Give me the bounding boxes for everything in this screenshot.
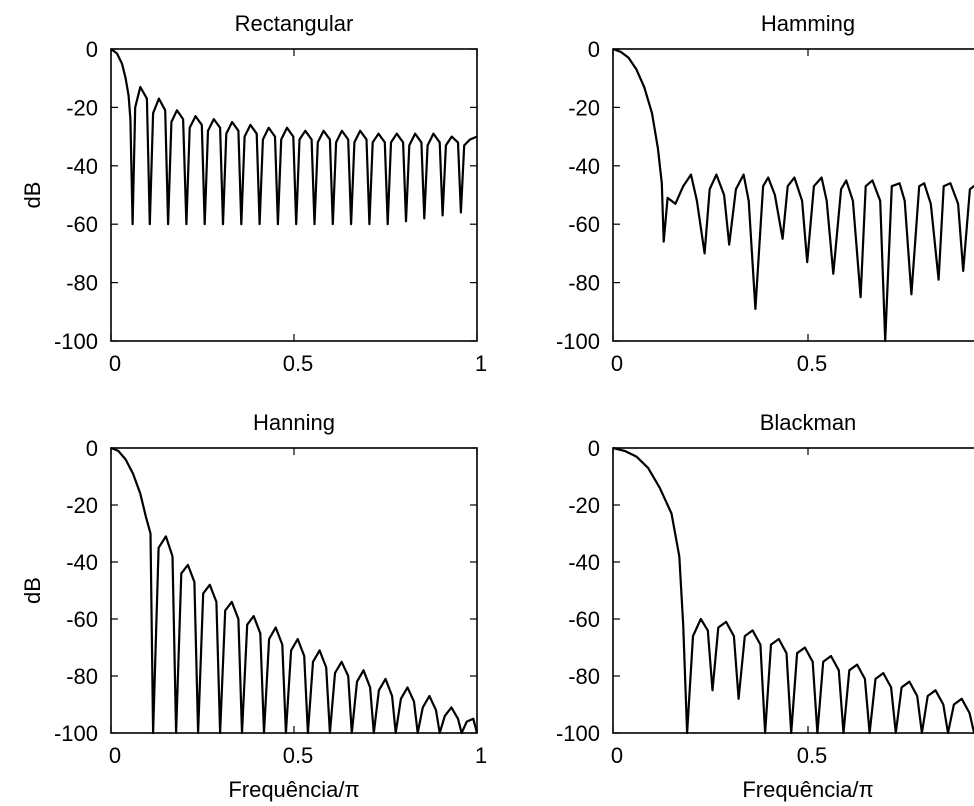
y-tick-label: -100 bbox=[556, 329, 600, 354]
x-tick-label: 0 bbox=[611, 743, 623, 768]
y-tick-label: -80 bbox=[66, 664, 98, 689]
x-tick-label: 0 bbox=[611, 351, 623, 376]
subplot-title: Hanning bbox=[253, 410, 335, 435]
y-tick-label: -60 bbox=[66, 607, 98, 632]
y-tick-label: -40 bbox=[66, 550, 98, 575]
y-tick-label: -20 bbox=[66, 493, 98, 518]
x-axis-label: Frequência/π bbox=[228, 777, 359, 802]
y-tick-label: -40 bbox=[568, 550, 600, 575]
y-tick-label: -80 bbox=[568, 664, 600, 689]
x-tick-label: 0.5 bbox=[797, 743, 828, 768]
y-tick-label: -20 bbox=[66, 95, 98, 120]
y-tick-label: -60 bbox=[568, 607, 600, 632]
y-tick-label: -40 bbox=[66, 154, 98, 179]
plot-frame bbox=[110, 48, 478, 342]
subplot-title: Blackman bbox=[760, 410, 857, 435]
y-tick-label: -20 bbox=[568, 493, 600, 518]
y-axis-label: dB bbox=[20, 577, 45, 604]
x-tick-label: 0 bbox=[109, 743, 121, 768]
x-tick-label: 0.5 bbox=[283, 351, 314, 376]
subplot-blackman: 0 -20 -40 -60 -80 -100 0 0.5 Blackman Frequência/… bbox=[556, 410, 974, 802]
subplot-title: Rectangular bbox=[235, 11, 354, 36]
series-line bbox=[612, 446, 974, 735]
series-line bbox=[612, 47, 974, 343]
x-tick-label: 1 bbox=[475, 743, 487, 768]
y-tick-label: 0 bbox=[86, 436, 98, 461]
y-tick-label: -100 bbox=[54, 721, 98, 746]
x-tick-label: 0.5 bbox=[797, 351, 828, 376]
y-tick-label: 0 bbox=[86, 37, 98, 62]
y-tick-label: -100 bbox=[54, 329, 98, 354]
plot-frame bbox=[110, 447, 478, 734]
x-axis-label: Frequência/π bbox=[742, 777, 873, 802]
y-tick-label: -60 bbox=[568, 212, 600, 237]
y-tick-label: 0 bbox=[588, 436, 600, 461]
y-axis-label: dB bbox=[20, 182, 45, 209]
y-tick-label: -80 bbox=[568, 271, 600, 296]
subplot-rectangular: 0 -20 -40 -60 -80 -100 0 0.5 1 Rectangular dB bbox=[20, 11, 487, 376]
x-tick-label: 1 bbox=[475, 351, 487, 376]
subplot-hamming: 0 -20 -40 -60 -80 -100 0 0.5 Hamming bbox=[556, 11, 974, 376]
x-tick-label: 0.5 bbox=[283, 743, 314, 768]
y-tick-label: -60 bbox=[66, 212, 98, 237]
series-line bbox=[110, 446, 479, 735]
subplot-title: Hamming bbox=[761, 11, 855, 36]
y-tick-label: -20 bbox=[568, 95, 600, 120]
subplot-hanning: 0 -20 -40 -60 -80 -100 0 0.5 1 Hanning dB Frequênci… bbox=[20, 410, 487, 802]
y-tick-label: -80 bbox=[66, 271, 98, 296]
series-line bbox=[110, 48, 478, 226]
y-tick-label: -100 bbox=[556, 721, 600, 746]
plot-frame bbox=[612, 48, 974, 342]
x-tick-label: 0 bbox=[109, 351, 121, 376]
y-tick-label: -40 bbox=[568, 154, 600, 179]
y-tick-label: 0 bbox=[588, 37, 600, 62]
